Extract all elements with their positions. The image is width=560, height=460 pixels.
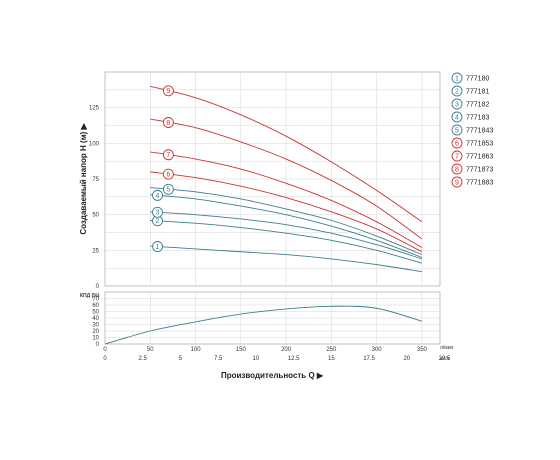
legend-badge [451, 137, 463, 149]
head-series-badge-label: 4 [156, 193, 160, 200]
legend-badge-number: 3 [455, 101, 459, 108]
head-series-badge [152, 241, 163, 252]
head-series-line [150, 219, 423, 264]
legend-badge-number: 5 [455, 127, 459, 134]
x-tick-label-lpm: 0 [103, 347, 107, 353]
legend-badge [451, 150, 463, 162]
x-tick-label-m3h: 0 [103, 356, 107, 362]
legend-badge-number: 2 [455, 88, 459, 95]
x-axis-title: Производительность Q ▶ [221, 371, 324, 380]
head-series-badge-label: 5 [166, 187, 170, 194]
head-series-badge-label: 9 [166, 88, 170, 95]
x-tick-label-lpm: 350 [417, 347, 428, 353]
legend-entry-label: 7771853 [466, 141, 493, 148]
head-y-tick-label: 0 [96, 284, 100, 290]
head-y-tick-label: 125 [89, 106, 100, 112]
x-tick-label-m3h: 7.5 [214, 356, 223, 362]
head-series-line [150, 85, 423, 223]
legend-badge-number: 7 [455, 153, 459, 160]
head-y-tick-label: 25 [92, 248, 99, 254]
legend-badge-number: 4 [455, 114, 459, 121]
head-y-axis-title: Создаваемый напор Н (м) ▶ [79, 123, 88, 235]
x-tick-label-m3h: 17.5 [363, 356, 375, 362]
head-series-line [150, 151, 423, 248]
efficiency-y-tick-label: 60 [92, 303, 99, 309]
legend-badge-number: 1 [455, 75, 459, 82]
legend-badge [451, 98, 463, 110]
x-unit-m3h: м³/ч [440, 356, 449, 362]
head-series-line [150, 171, 423, 253]
head-series-badge [162, 168, 174, 180]
legend-entry-label: 7771873 [466, 167, 493, 174]
x-tick-label-lpm: 100 [191, 347, 202, 353]
x-axis: 0 50 100 150 200 250 300 350 л/мин 0 2.5 5 7.5 10 12.5… [103, 345, 453, 380]
efficiency-y-tick-label: 20 [92, 329, 99, 335]
head-series-badge-label: 8 [166, 120, 170, 127]
efficiency-y-tick-label: 10 [92, 336, 99, 342]
legend-entry-label: 7771863 [466, 154, 493, 161]
legend-badge [451, 124, 463, 136]
legend-badge-number: 9 [455, 179, 459, 186]
legend-badge [451, 111, 463, 123]
head-series-badge-label: 3 [156, 210, 160, 217]
x-tick-label-lpm: 250 [326, 347, 337, 353]
head-y-tick-label: 50 [92, 213, 99, 219]
x-tick-label-m3h: 2.5 [139, 356, 148, 362]
head-series-badge [162, 183, 174, 195]
head-series-line [150, 211, 423, 260]
legend-badge [451, 85, 463, 97]
legend-entry-label: 7771843 [466, 128, 493, 135]
head-series-line [150, 118, 423, 240]
legend-badge [451, 72, 463, 84]
x-tick-label-lpm: 150 [236, 347, 247, 353]
x-tick-label-m3h: 22.5 [439, 356, 451, 362]
head-series-badge [162, 117, 174, 128]
x-tick-label-m3h: 12.5 [288, 356, 300, 362]
head-series-line [150, 245, 422, 273]
head-series-badge [162, 85, 174, 97]
legend-entry-label: 777181 [466, 89, 489, 96]
legend-entry-label: 7771883 [466, 180, 493, 187]
x-tick-label-m3h: 10 [253, 356, 260, 362]
efficiency-y-tick-label: 0 [96, 342, 100, 348]
efficiency-y-axis-title: КПД (%) [80, 293, 100, 299]
head-series-line [150, 194, 423, 258]
head-series-badge [152, 206, 163, 218]
x-tick-label-lpm: 200 [281, 347, 292, 353]
x-tick-label-m3h: 5 [179, 356, 183, 362]
head-y-tick-label: 75 [92, 177, 99, 183]
x-tick-label-m3h: 15 [328, 356, 335, 362]
x-tick-label-lpm: 50 [147, 347, 154, 353]
legend-entry-label: 777183 [466, 115, 489, 122]
head-series-badge-label: 1 [156, 244, 160, 251]
head-series-line [150, 187, 423, 256]
legend-badge-number: 8 [455, 166, 459, 173]
efficiency-y-tick-label: 40 [92, 316, 99, 322]
efficiency-series-line [104, 305, 423, 345]
x-unit-lpm: л/мин [440, 345, 454, 351]
efficiency-y-tick-label: 30 [92, 323, 99, 329]
legend-badge [451, 163, 463, 175]
head-series-badge [152, 189, 163, 201]
efficiency-y-tick-label: 70 [92, 297, 99, 303]
head-y-tick-label: 100 [89, 141, 100, 147]
legend-badge [451, 176, 463, 188]
legend-entry-label: 777182 [466, 102, 489, 109]
x-tick-label-lpm: 300 [372, 347, 383, 353]
head-series-badge-label: 6 [166, 172, 170, 179]
legend-entry-label: 777180 [466, 76, 489, 83]
head-series-badge-label: 7 [166, 152, 170, 159]
efficiency-y-tick-label: 50 [92, 310, 99, 316]
x-tick-label-m3h: 20 [403, 356, 410, 362]
legend-badge-number: 6 [455, 140, 459, 147]
head-series-badge [162, 149, 174, 161]
head-series-badge-label: 2 [156, 218, 160, 225]
